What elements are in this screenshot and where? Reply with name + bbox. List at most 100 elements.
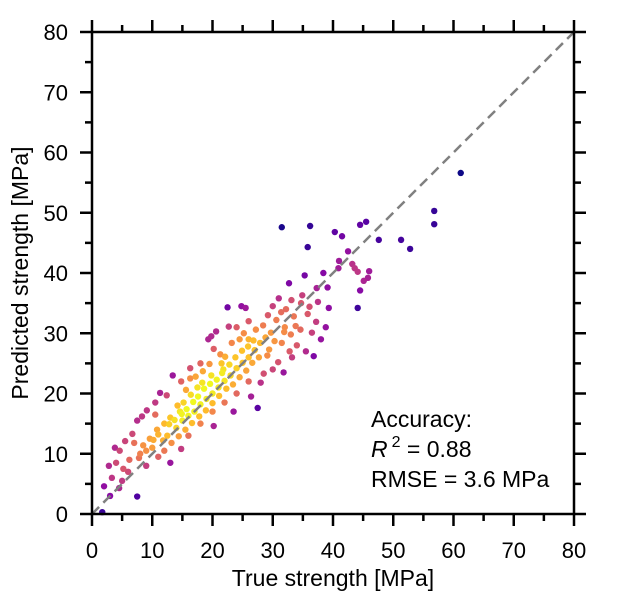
data-point [306,303,313,310]
data-point [457,169,464,177]
y-tick-label: 0 [56,502,68,527]
data-point [221,399,228,406]
data-point [210,345,217,353]
data-point [324,284,331,291]
data-point [182,426,189,433]
data-point [190,398,197,406]
data-point [197,420,204,427]
data-point [267,329,275,336]
data-point [137,450,144,457]
data-point [155,453,162,460]
data-point [274,358,282,366]
data-point [111,444,119,451]
data-point [250,337,257,344]
data-point [278,224,285,231]
reference-line-y-equals-x [91,31,575,515]
data-point [223,385,230,392]
x-tick-labels: 0 10 20 30 40 50 60 70 80 [86,538,586,563]
data-point [308,329,316,336]
data-point [257,379,264,386]
data-point [130,439,138,447]
annotation-rmse: RMSE = 3.6 MPa [371,466,550,492]
axis-ticks [80,20,586,526]
data-point [297,326,304,333]
data-point [140,442,147,449]
x-tick-label: 20 [200,538,224,563]
r2-symbol: R [371,436,388,462]
data-point [209,408,216,415]
data-point [356,287,364,294]
x-tick-label: 30 [261,538,285,563]
data-point [259,322,267,329]
data-point [288,354,296,361]
data-point [269,366,276,373]
data-point [217,351,224,358]
data-point [304,243,311,251]
data-point [143,447,150,454]
data-point [299,292,306,299]
data-point [320,269,327,277]
data-point [226,361,233,368]
data-point [178,410,185,418]
data-point [225,323,232,330]
data-point [285,280,293,287]
data-point [133,417,141,424]
x-axis-label: True strength [MPa] [232,565,434,591]
y-tick-labels: 0 10 20 30 40 50 60 70 80 [44,20,68,527]
data-point [177,445,185,453]
data-point [215,392,223,400]
data-point [244,343,252,350]
data-point [182,386,190,394]
data-point [196,413,203,420]
data-point [310,352,317,360]
data-point [314,298,322,306]
data-points [99,169,464,516]
data-point [174,402,181,409]
data-point [335,257,343,265]
data-point [356,221,364,228]
data-point [192,373,199,380]
data-point [230,408,237,415]
data-point [194,384,201,391]
data-point [213,376,220,383]
data-point [242,304,249,312]
data-point [199,379,206,386]
data-point [126,456,133,463]
data-point [120,465,127,473]
data-point [153,426,161,433]
y-tick-label: 20 [44,382,68,407]
y-tick-label: 60 [44,141,68,166]
data-point [180,399,187,406]
data-point [210,422,217,430]
data-point [150,436,157,444]
r2-value: = 0.88 [401,436,472,462]
data-point [177,378,185,385]
data-point [431,220,438,228]
data-point [228,339,235,347]
data-point [138,413,146,420]
data-point [360,277,367,285]
data-point [199,368,207,375]
data-point [255,354,263,361]
data-point [331,228,339,236]
data-point [187,364,194,372]
y-axis-label: Predicted strength [MPa] [7,146,33,399]
data-point [238,347,246,354]
y-tick-label: 10 [44,442,68,467]
data-point [232,354,239,361]
data-point [197,360,204,367]
data-point [164,432,171,439]
data-point [269,302,276,310]
data-point [149,444,156,451]
data-point [236,336,243,343]
data-point [406,245,414,253]
data-point [344,248,352,255]
data-point [208,333,215,340]
data-point [245,318,252,325]
data-point [277,308,285,316]
data-point [163,392,170,399]
data-point [100,483,108,490]
r2-superscript: 2 [392,434,401,451]
data-point [133,493,141,500]
x-tick-label: 70 [502,538,526,563]
